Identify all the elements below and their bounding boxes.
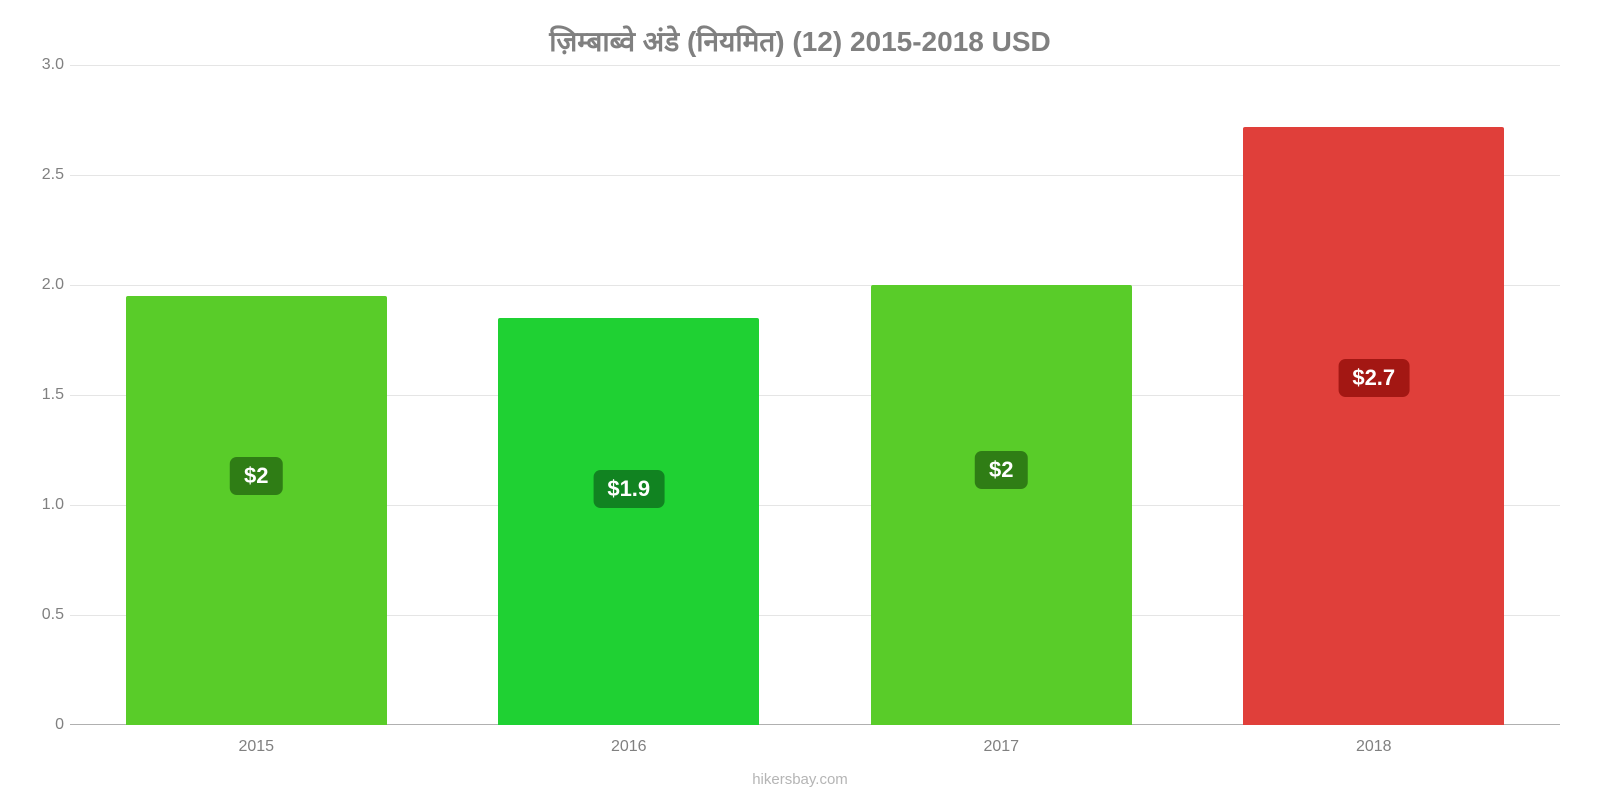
y-tick-label: 3.0 [14,56,64,74]
x-tick-label: 2016 [611,738,647,756]
bar-value-label: $2 [230,457,282,495]
y-tick-label: 0.5 [14,606,64,624]
x-tick-label: 2015 [238,738,274,756]
x-tick-label: 2018 [1356,738,1392,756]
bar [498,318,759,725]
y-tick-label: 0 [14,716,64,734]
y-tick-label: 1.0 [14,496,64,514]
bar [126,296,387,725]
bar [871,285,1132,725]
chart-container: ज़िम्बाब्वे अंडे (नियमित) (12) 2015-2018… [0,0,1600,800]
y-tick-label: 2.0 [14,276,64,294]
bar-value-label: $1.9 [593,470,664,508]
chart-title: ज़िम्बाब्वे अंडे (नियमित) (12) 2015-2018… [0,22,1600,60]
y-tick-label: 1.5 [14,386,64,404]
bar [1243,127,1504,725]
bar-value-label: $2 [975,451,1027,489]
bar-value-label: $2.7 [1338,359,1409,397]
plot-area: $2 $1.9 $2 $2.7 [70,65,1560,725]
y-tick-label: 2.5 [14,166,64,184]
gridline [70,65,1560,66]
source-attribution: hikersbay.com [0,771,1600,788]
x-tick-label: 2017 [983,738,1019,756]
